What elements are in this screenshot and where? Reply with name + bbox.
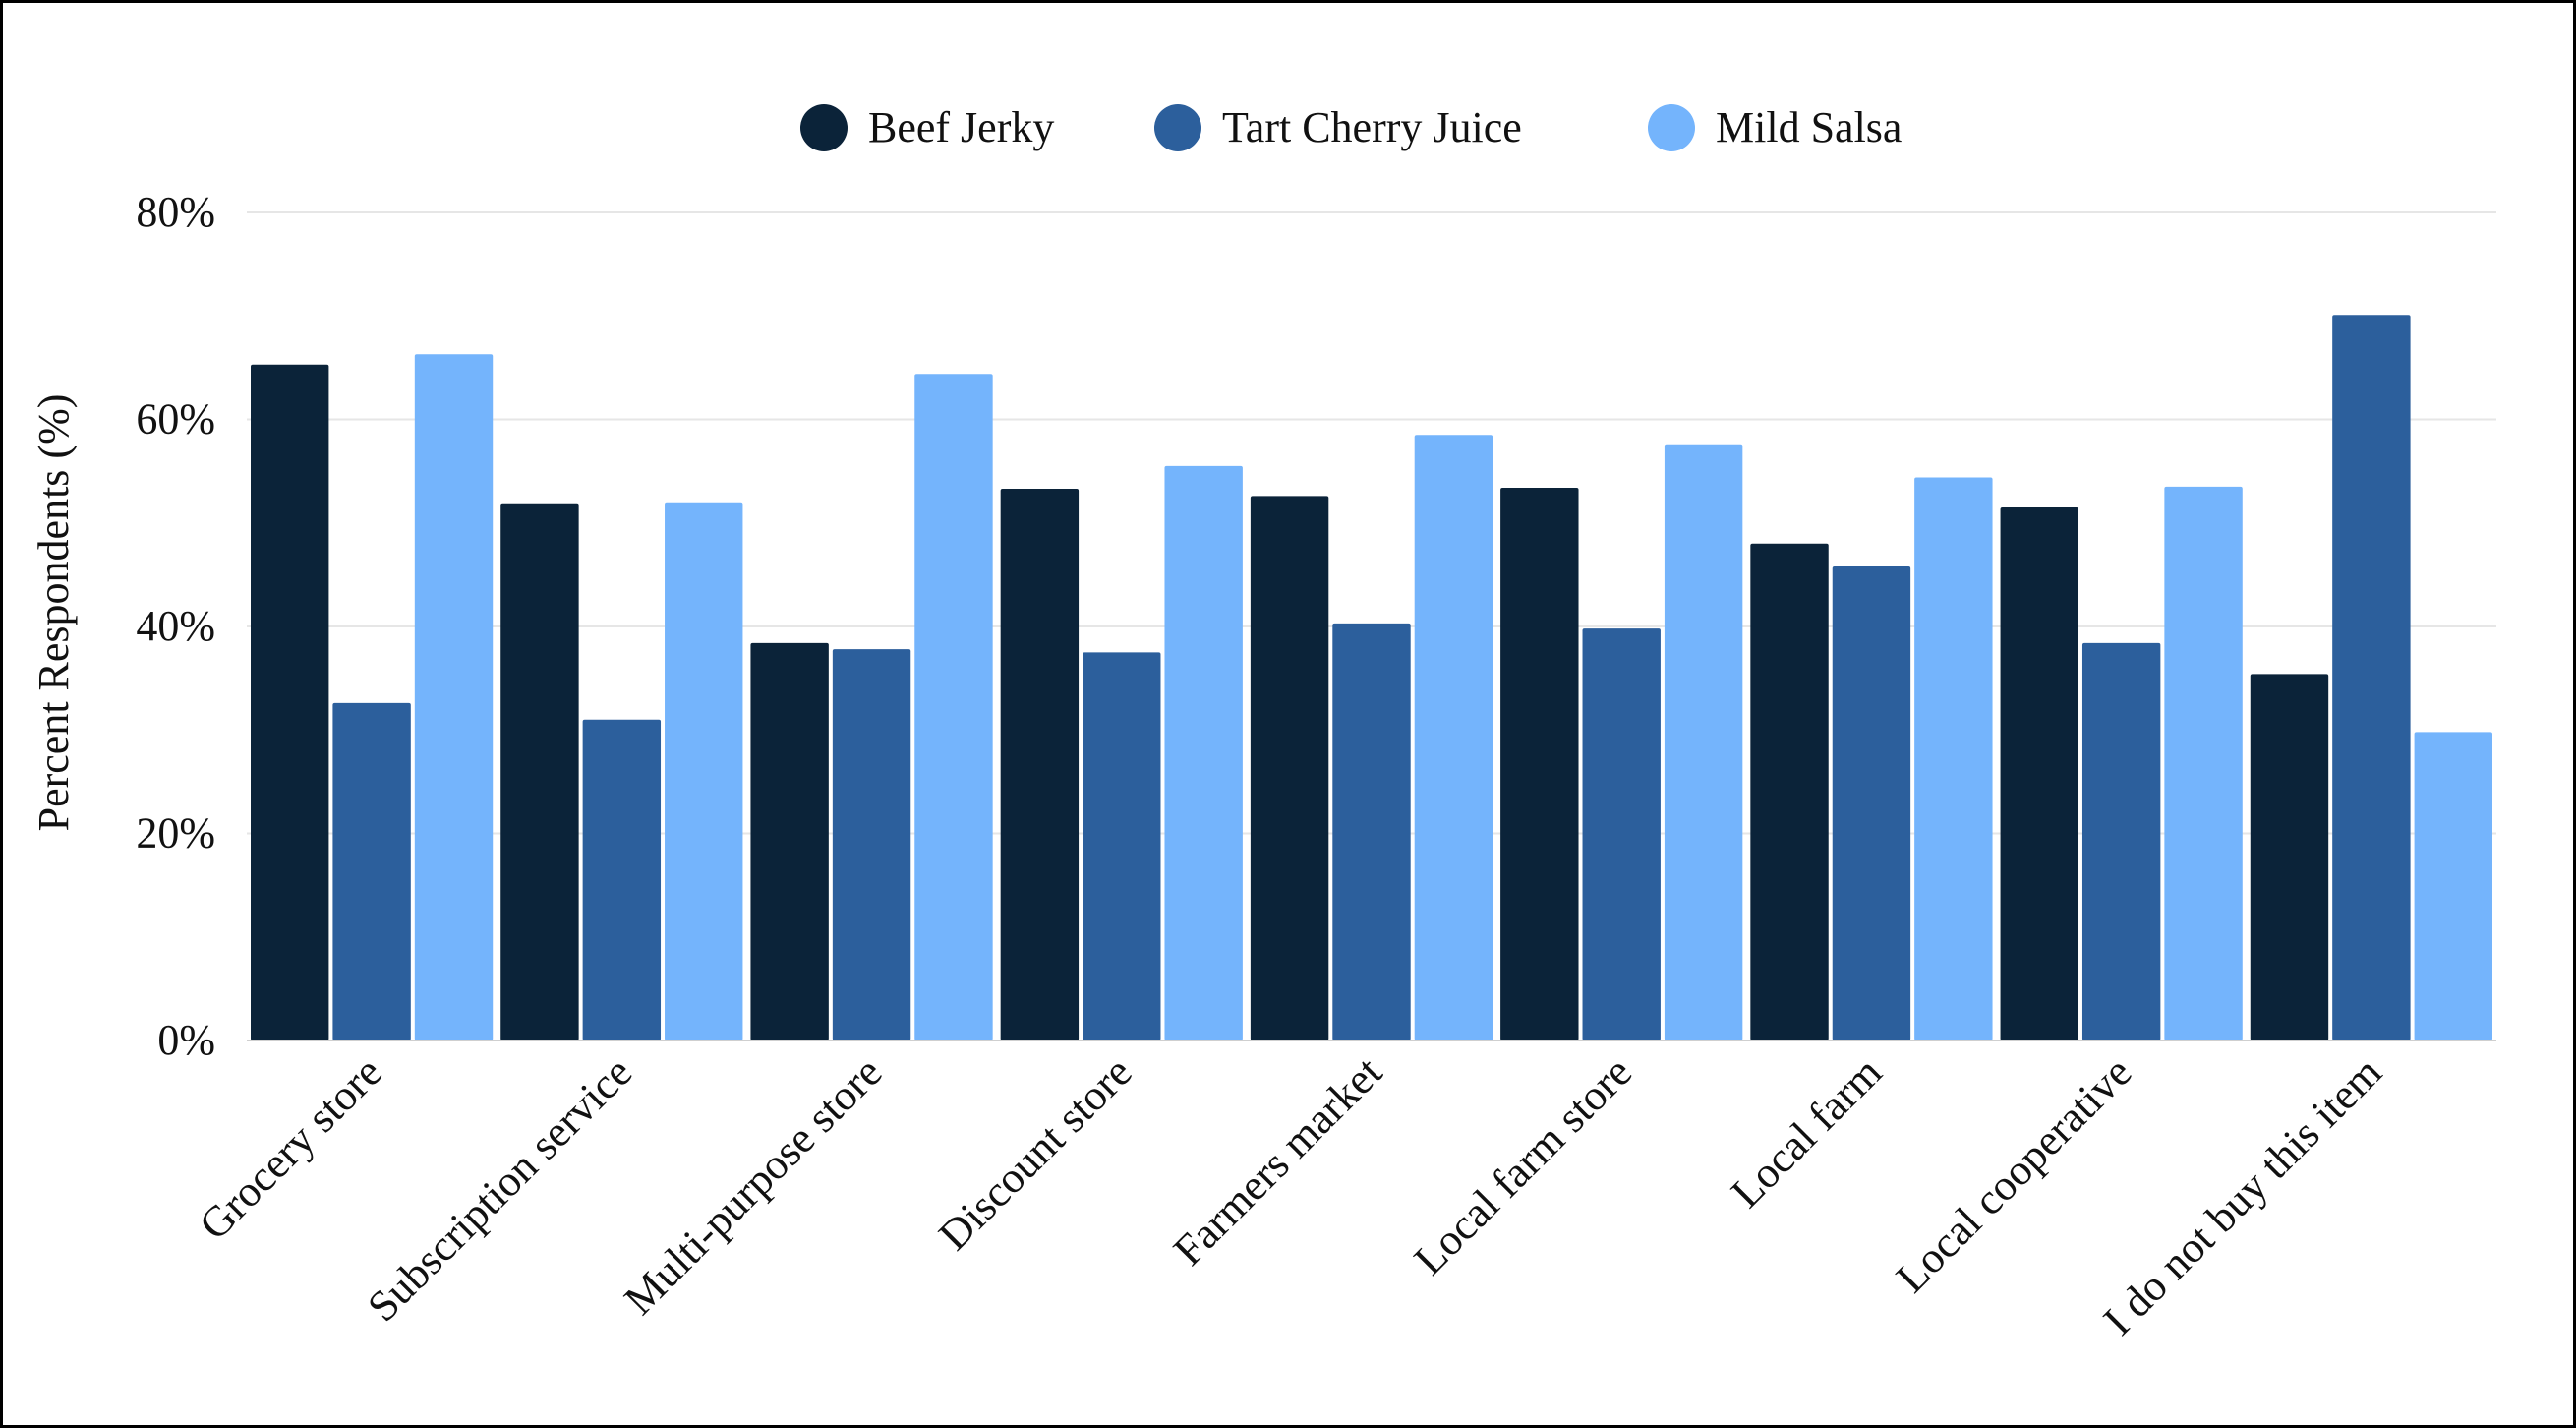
bar (665, 502, 743, 1041)
y-axis-label: Percent Respondents (%) (29, 394, 78, 832)
bar (750, 642, 829, 1041)
legend-swatch (1648, 104, 1695, 151)
bar (2000, 506, 2078, 1041)
y-tick-label: 40% (136, 602, 215, 650)
y-tick-label: 0% (157, 1016, 215, 1064)
bar (1582, 628, 1661, 1041)
bar (2081, 642, 2161, 1041)
bar (2164, 486, 2243, 1041)
bar (1664, 444, 1743, 1041)
bar (1250, 496, 1329, 1041)
bar (582, 719, 662, 1041)
bar (914, 374, 993, 1041)
bar (2332, 315, 2411, 1041)
x-tick-label: Farmers market (1164, 1047, 1391, 1275)
bar (500, 503, 579, 1041)
bar (1414, 435, 1493, 1041)
x-tick-label: I do not buy this item (2094, 1047, 2391, 1344)
bar (332, 702, 411, 1041)
bar (1083, 652, 1161, 1041)
bar (2414, 732, 2492, 1041)
legend-label: Beef Jerky (868, 103, 1054, 151)
x-tick-label: Local farm store (1405, 1047, 1641, 1283)
bar (1000, 489, 1080, 1041)
x-tick-label: Local farm (1722, 1047, 1891, 1217)
x-tick-label: Subscription service (358, 1047, 641, 1331)
bar (2250, 674, 2329, 1041)
y-tick-label: 20% (136, 809, 215, 858)
bar (414, 354, 494, 1041)
legend-swatch (800, 104, 848, 151)
bar (1914, 477, 1993, 1041)
bar (1332, 623, 1411, 1041)
y-tick-label: 80% (136, 188, 215, 236)
y-tick-labels: 0% 20% 40% 60% 80% (136, 188, 215, 1064)
x-tick-label: Discount store (929, 1047, 1141, 1259)
legend-label: Mild Salsa (1716, 103, 1902, 151)
bar (1164, 465, 1243, 1041)
legend-label: Tart Cherry Juice (1222, 103, 1522, 151)
bars (251, 315, 2492, 1041)
grouped-bar-chart: 0% 20% 40% 60% 80% Grocery storeSubscription… (29, 103, 2496, 1344)
bar (251, 364, 329, 1041)
bar (1500, 487, 1579, 1041)
legend-swatch (1154, 104, 1201, 151)
bar (832, 649, 911, 1041)
legend: Beef Jerky Tart Cherry Juice Mild Salsa (800, 103, 1902, 151)
bar (1832, 565, 1911, 1041)
x-tick-label: Local cooperative (1887, 1047, 2140, 1301)
bar (1750, 543, 1829, 1041)
x-tick-label: Multi-purpose store (615, 1047, 891, 1324)
x-tick-label: Grocery store (190, 1047, 391, 1249)
y-tick-label: 60% (136, 395, 215, 444)
